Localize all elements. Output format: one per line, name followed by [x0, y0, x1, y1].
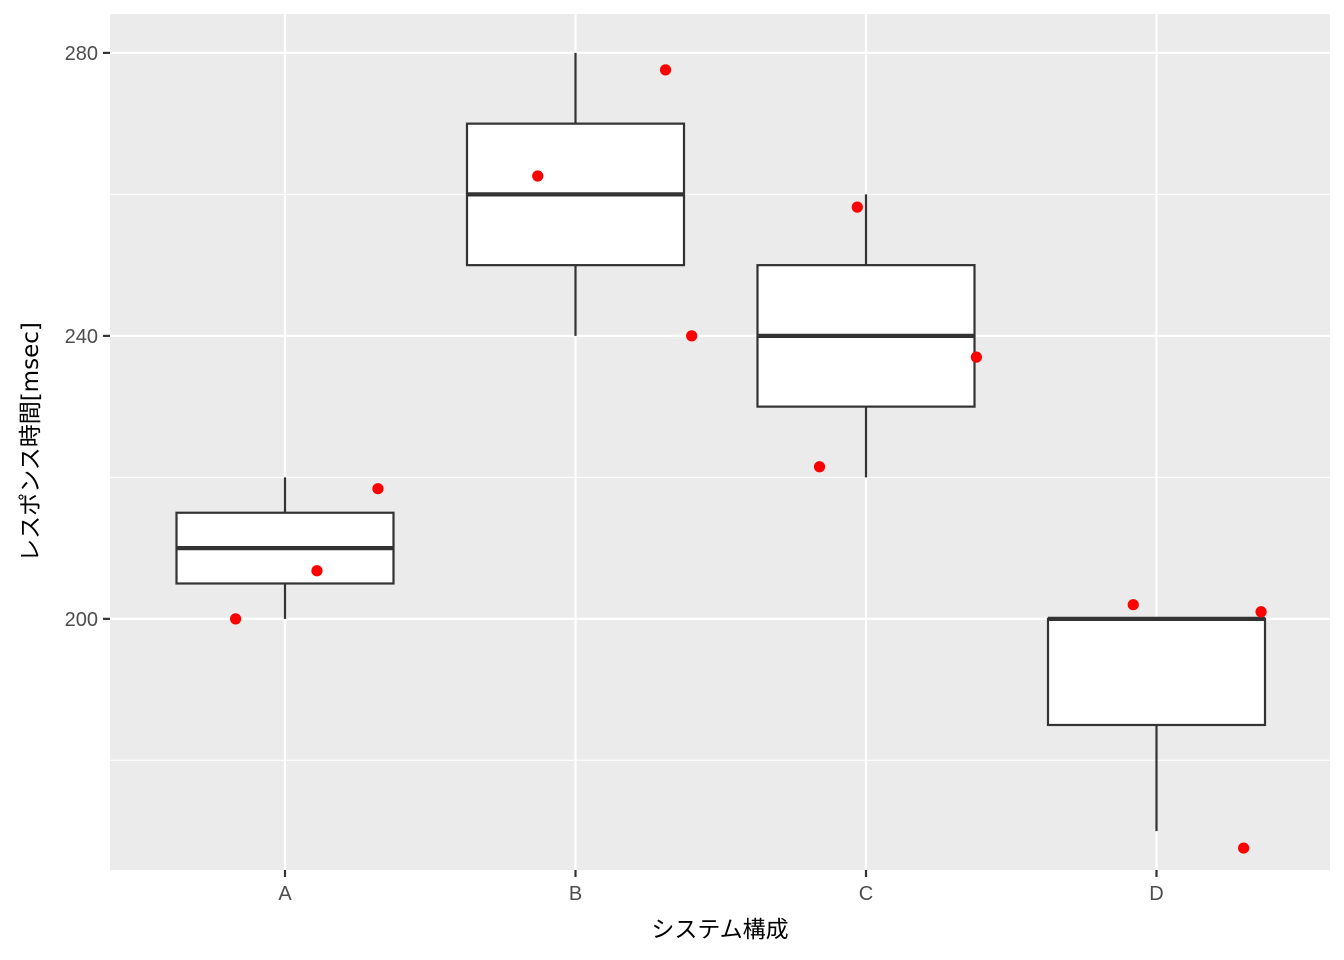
- data-point-A: [230, 613, 242, 625]
- data-point-D: [1238, 842, 1250, 854]
- boxplot-A: [175, 477, 395, 619]
- data-point-B: [686, 330, 698, 342]
- data-point-A: [372, 483, 384, 495]
- x-tick-label: A: [278, 883, 292, 905]
- x-tick-label: B: [569, 883, 582, 905]
- data-point-B: [532, 170, 544, 182]
- data-points: [230, 64, 1267, 854]
- y-tick-label: 280: [65, 43, 98, 65]
- x-tick-label: C: [859, 883, 873, 905]
- data-point-D: [1127, 599, 1139, 611]
- y-axis: 200 240 280: [65, 43, 110, 631]
- y-axis-title: レスポンス時間[msec]: [18, 322, 44, 562]
- boxplot-C: [756, 194, 976, 478]
- boxplot-D: [1046, 616, 1267, 832]
- data-point-C: [970, 351, 982, 363]
- grid-minor: [110, 193, 1330, 761]
- data-point-D: [1255, 606, 1267, 618]
- y-tick-label: 240: [65, 326, 98, 348]
- boxplots: [175, 52, 1267, 832]
- plot-panel: [110, 14, 1330, 870]
- y-tick-label: 200: [65, 609, 98, 631]
- x-axis-title: システム構成: [651, 917, 788, 943]
- boxplot-B: [465, 52, 686, 336]
- x-axis: A B C D: [278, 870, 1164, 905]
- x-tick-label: D: [1149, 883, 1163, 905]
- data-point-C: [813, 461, 826, 473]
- data-point-C: [851, 201, 863, 213]
- box-iqr: [1046, 617, 1267, 727]
- data-point-A: [311, 565, 323, 577]
- data-point-B: [659, 64, 672, 76]
